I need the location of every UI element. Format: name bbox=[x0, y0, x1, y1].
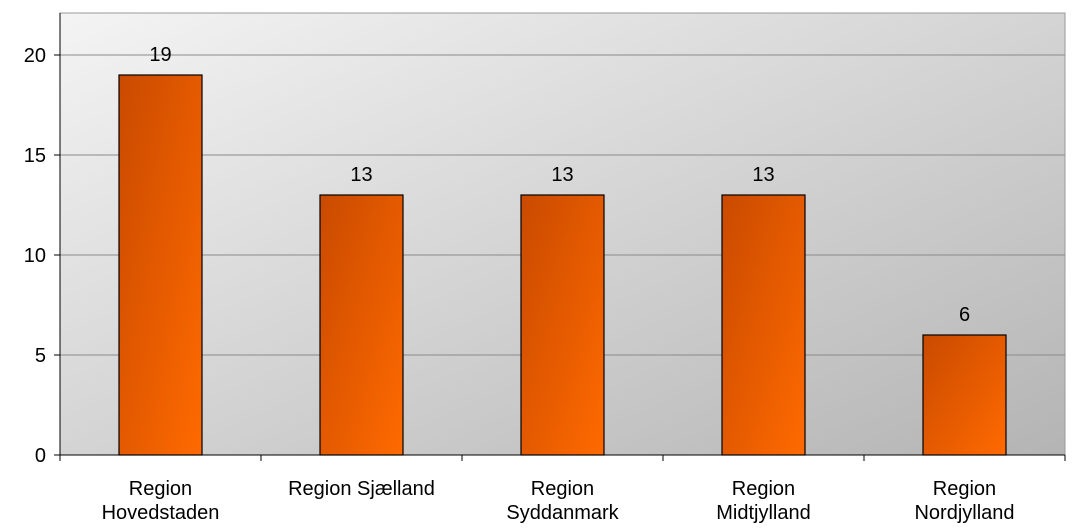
bar bbox=[922, 334, 1007, 456]
x-category-label: Region Syddanmark bbox=[506, 478, 619, 524]
bar bbox=[118, 74, 203, 456]
data-label: 13 bbox=[350, 164, 372, 186]
data-label: 19 bbox=[149, 44, 171, 66]
y-tick-label: 0 bbox=[35, 445, 46, 467]
y-tick-label: 20 bbox=[24, 45, 46, 67]
x-category-label-line: Region Sjælland bbox=[288, 478, 435, 500]
x-category-label: Region Sjælland bbox=[288, 478, 435, 500]
data-label: 6 bbox=[959, 304, 970, 326]
bars bbox=[118, 74, 1007, 456]
x-category-label-line: Region bbox=[933, 478, 996, 500]
bar bbox=[319, 194, 404, 456]
x-category-label: Region Nordjylland bbox=[914, 478, 1014, 524]
x-category-label-line: Region bbox=[732, 478, 795, 500]
x-category-label-line: Hovedstaden bbox=[102, 502, 220, 524]
x-category-label: Region Hovedstaden bbox=[102, 478, 220, 524]
x-category-label-line: Region bbox=[531, 478, 594, 500]
y-tick-label: 15 bbox=[24, 145, 46, 167]
bar bbox=[520, 194, 605, 456]
x-category-label: Region Midtjylland bbox=[716, 478, 810, 524]
x-category-label-line: Midtjylland bbox=[716, 502, 810, 524]
x-category-label-line: Nordjylland bbox=[914, 502, 1014, 524]
bar bbox=[721, 194, 806, 456]
y-tick-label: 5 bbox=[35, 345, 46, 367]
x-category-label-line: Region bbox=[129, 478, 192, 500]
y-tick-label: 10 bbox=[24, 245, 46, 267]
data-label: 13 bbox=[551, 164, 573, 186]
x-category-label-line: Syddanmark bbox=[506, 502, 619, 524]
data-label: 13 bbox=[752, 164, 774, 186]
